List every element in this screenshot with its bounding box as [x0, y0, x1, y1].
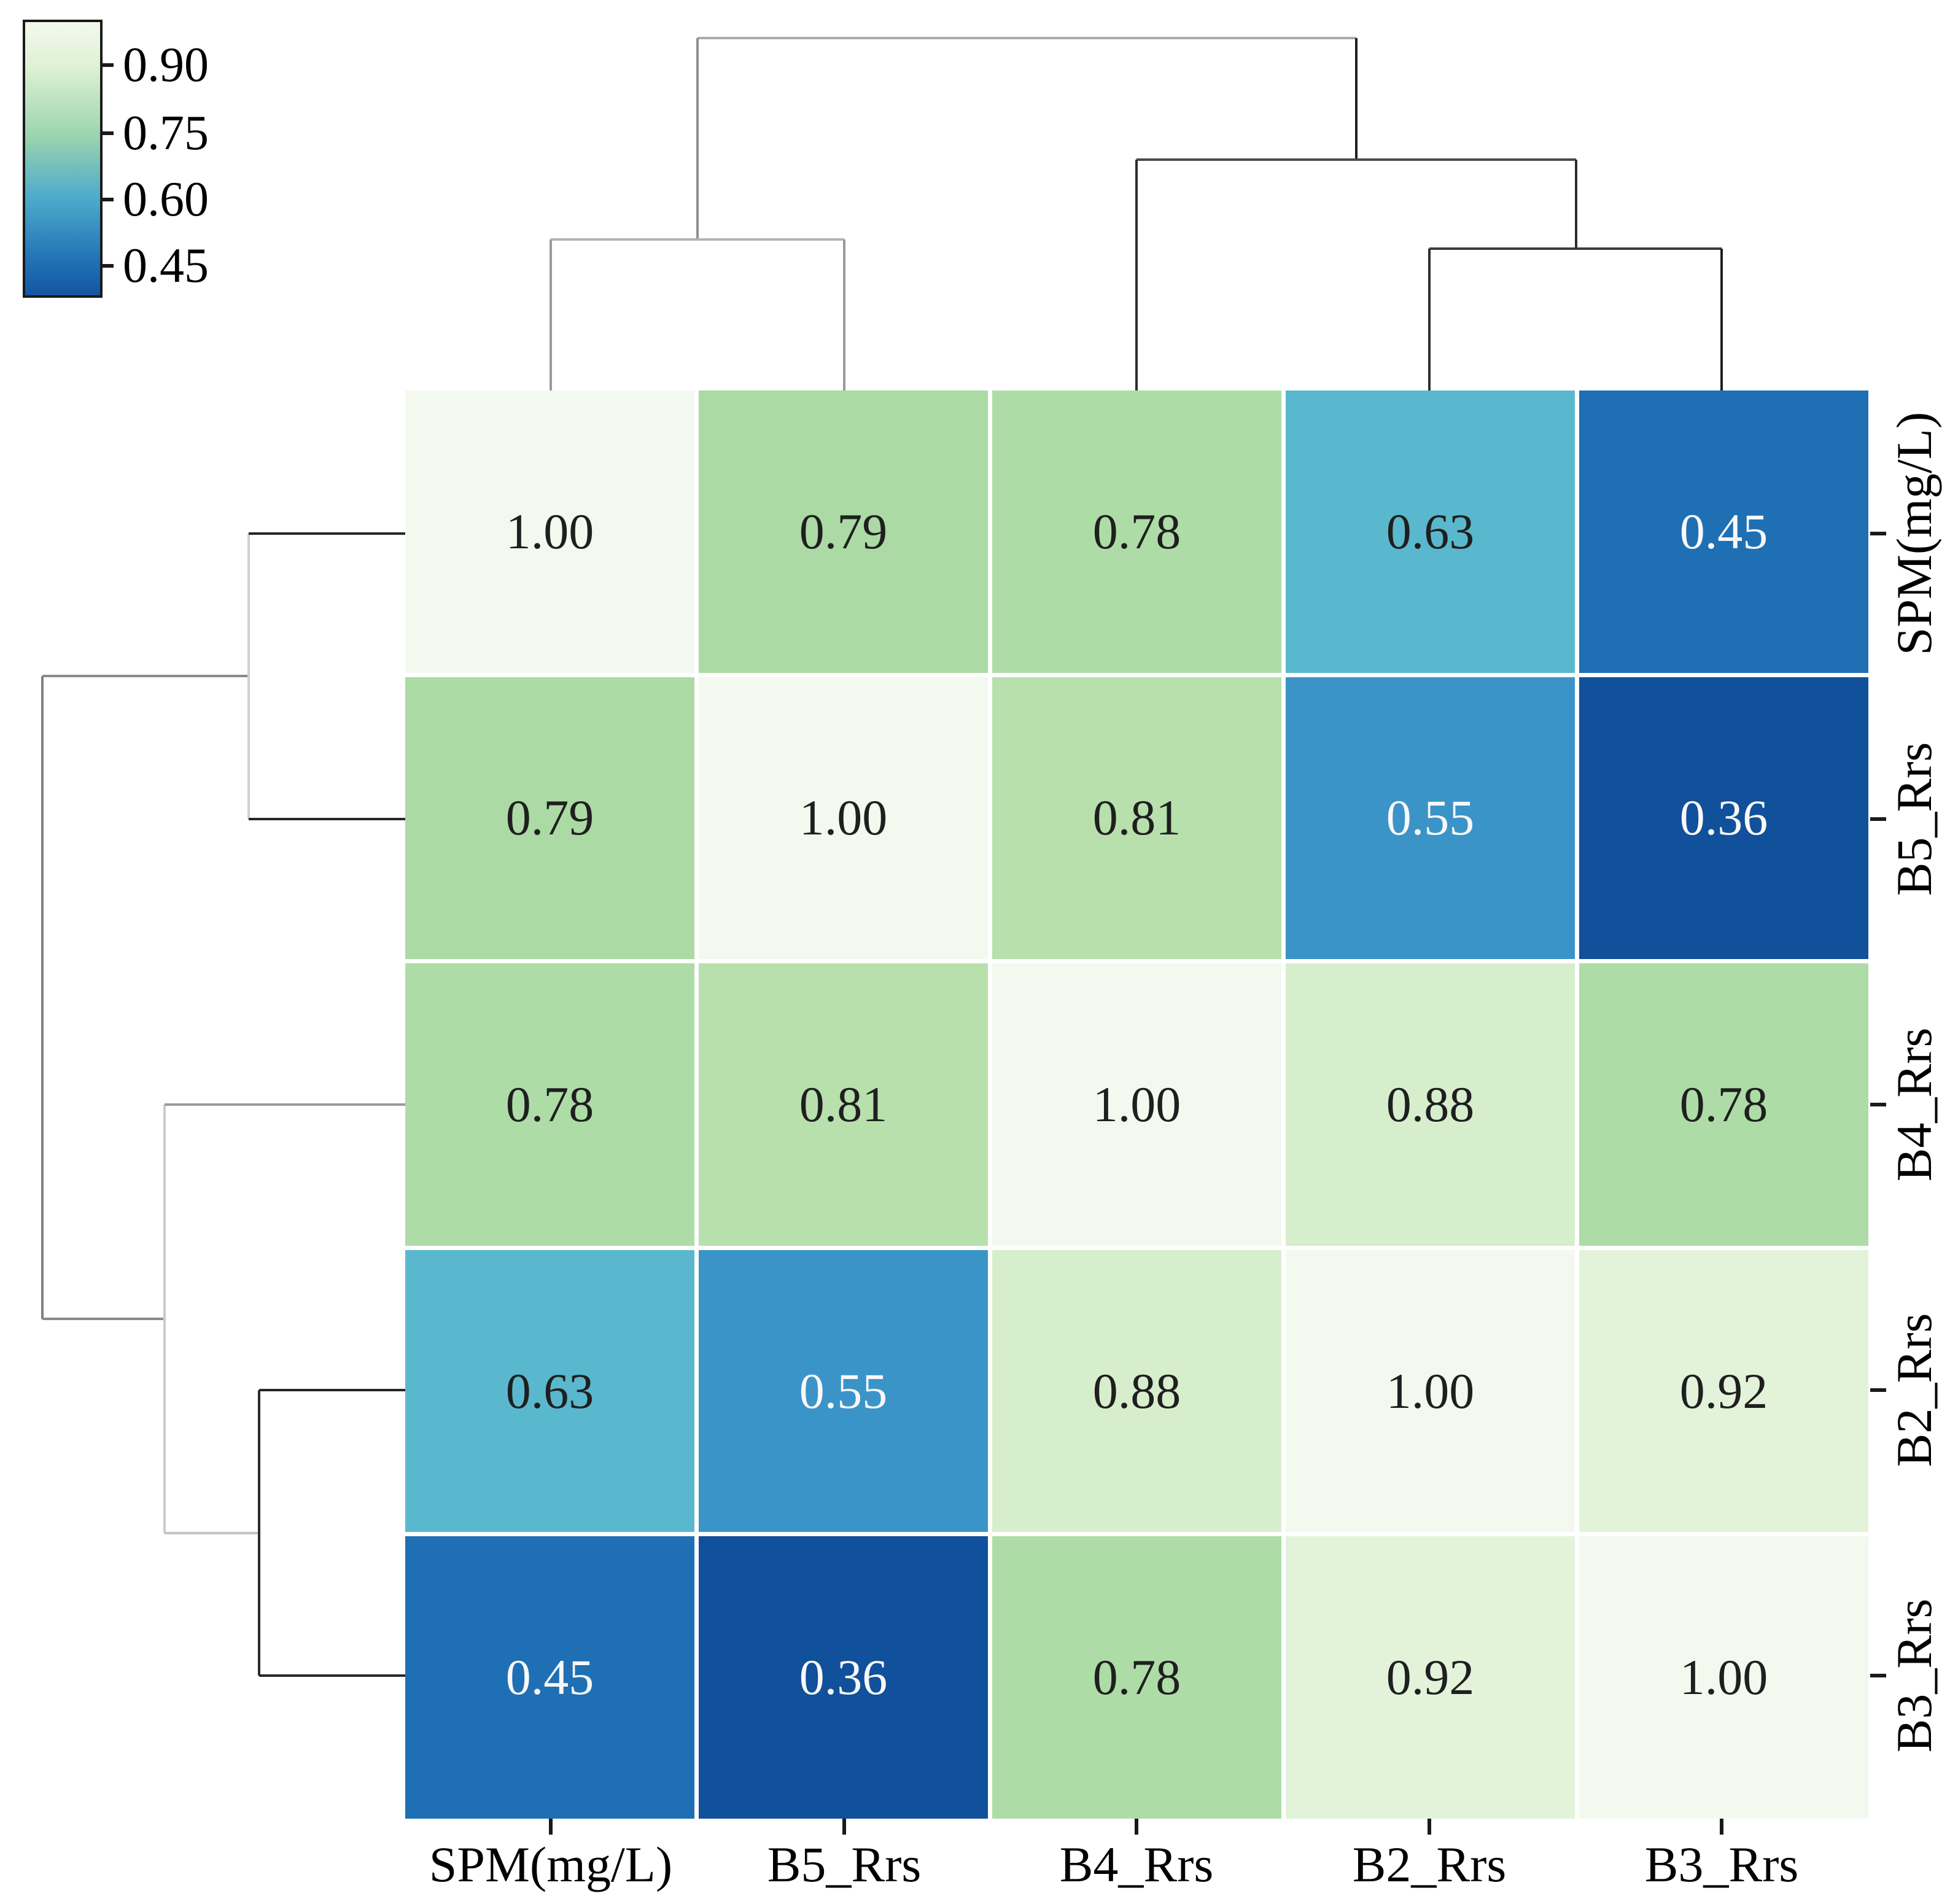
left-dendrogram-segment [42, 675, 249, 677]
top-dendrogram-segment [696, 38, 699, 239]
left-dendrogram-segment [247, 534, 250, 819]
top-dendrogram-segment [1135, 160, 1138, 391]
left-dendrogram-segment [165, 1103, 405, 1106]
left-dendrogram-segment [259, 1674, 405, 1677]
right-axis-tick [1870, 817, 1886, 821]
row-label: SPM(mg/L) [1886, 411, 1942, 656]
row-label: B3_Rrs [1886, 1598, 1942, 1753]
column-label: B2_Rrs [1352, 1836, 1507, 1892]
top-dendrogram-segment [1355, 38, 1358, 160]
heatmap-cell: 1.00 [405, 391, 694, 673]
heatmap-cell: 0.78 [992, 391, 1281, 673]
left-dendrogram-segment [258, 1390, 260, 1676]
colorbar-gradient [23, 20, 103, 298]
right-axis-tick [1870, 1103, 1886, 1106]
left-dendrogram-segment [41, 676, 44, 1319]
top-dendrogram-segment [843, 239, 845, 391]
colorbar-tick [103, 263, 114, 268]
heatmap-cell: 1.00 [1286, 1249, 1575, 1533]
colorbar-tick-label: 0.60 [123, 173, 209, 227]
heatmap-cell: 0.88 [1286, 963, 1575, 1246]
heatmap-cell: 0.45 [1579, 391, 1868, 673]
heatmap-cell: 0.55 [699, 1249, 988, 1533]
heatmap-cell: 1.00 [992, 963, 1281, 1246]
row-label: B5_Rrs [1886, 742, 1942, 896]
heatmap-cell: 1.00 [699, 677, 988, 960]
column-label: SPM(mg/L) [429, 1836, 673, 1892]
column-label: B4_Rrs [1059, 1836, 1214, 1892]
left-dendrogram-segment [163, 1105, 166, 1533]
heatmap-cell: 0.81 [699, 963, 988, 1246]
top-dendrogram-segment [550, 239, 552, 391]
row-label: B2_Rrs [1886, 1313, 1942, 1467]
heatmap-cell: 0.79 [699, 391, 988, 673]
top-dendrogram-segment [551, 238, 844, 241]
top-dendrogram-segment [1575, 160, 1577, 249]
right-axis-tick [1870, 532, 1886, 535]
top-dendrogram-segment [1720, 249, 1723, 391]
top-dendrogram-segment [1429, 247, 1722, 250]
heatmap-cell: 0.63 [405, 1249, 694, 1533]
right-axis-tick [1870, 1388, 1886, 1392]
left-dendrogram-segment [165, 1532, 259, 1534]
column-label: B3_Rrs [1644, 1836, 1799, 1892]
bottom-axis-tick [1720, 1819, 1723, 1835]
heatmap-cell: 0.78 [992, 1536, 1281, 1819]
heatmap-cell: 0.79 [405, 677, 694, 960]
bottom-axis-tick [549, 1819, 553, 1835]
heatmap-cell: 0.63 [1286, 391, 1575, 673]
colorbar-tick [103, 198, 114, 202]
colorbar-tick-label: 0.75 [123, 106, 209, 160]
heatmap-cell: 0.78 [405, 963, 694, 1246]
bottom-axis-tick [1135, 1819, 1138, 1835]
heatmap-cell: 0.92 [1579, 1249, 1868, 1533]
heatmap-cell: 0.92 [1286, 1536, 1575, 1819]
left-dendrogram-segment [42, 1318, 165, 1320]
left-dendrogram-segment [249, 532, 405, 535]
bottom-axis-tick [842, 1819, 846, 1835]
right-axis-tick [1870, 1674, 1886, 1677]
heatmap-cell: 1.00 [1579, 1536, 1868, 1819]
heatmap-cell: 0.45 [405, 1536, 694, 1819]
heatmap-cell: 0.36 [1579, 677, 1868, 960]
heatmap-grid: 1.00 0.79 0.78 0.63 0.45 0.79 1.00 0.81 0.55 0.36… [405, 391, 1868, 1819]
heatmap-cell: 0.55 [1286, 677, 1575, 960]
colorbar-tick-label: 0.90 [123, 37, 209, 92]
top-dendrogram-segment [1428, 249, 1431, 391]
colorbar-tick [103, 63, 114, 67]
heatmap-cell: 0.78 [1579, 963, 1868, 1246]
top-dendrogram-segment [697, 37, 1356, 39]
top-dendrogram-segment [1136, 158, 1576, 161]
heatmap-cell: 0.81 [992, 677, 1281, 960]
heatmap-cell: 0.36 [699, 1536, 988, 1819]
row-label: B4_Rrs [1886, 1027, 1942, 1182]
column-label: B5_Rrs [767, 1836, 922, 1892]
colorbar-tick-label: 0.45 [123, 238, 209, 293]
left-dendrogram-segment [249, 818, 405, 820]
bottom-axis-tick [1428, 1819, 1431, 1835]
heatmap-cell: 0.88 [992, 1249, 1281, 1533]
colorbar-tick [103, 131, 114, 135]
left-dendrogram-segment [259, 1389, 405, 1391]
